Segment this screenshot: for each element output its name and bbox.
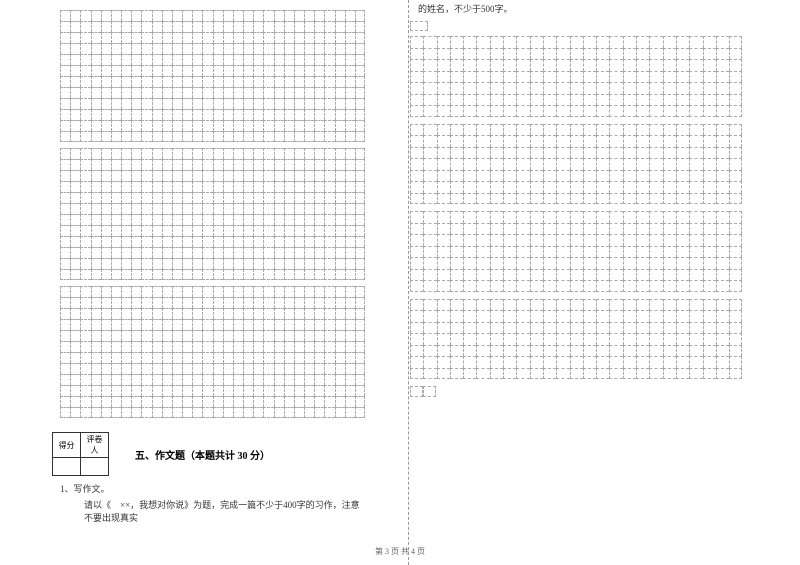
right-column: 的姓名，不少于500字。	[365, 0, 765, 565]
page-footer: 第 3 页 共 4 页	[0, 546, 800, 557]
grid-block	[410, 211, 765, 292]
tail-cell	[423, 386, 436, 397]
tail-row	[410, 386, 765, 397]
header-small-boxes	[410, 21, 765, 31]
page-container: 得分 评卷人 五、作文题（本题共计 30 分） 1、写作文。 请以《 ××，我想…	[0, 0, 800, 565]
grader-label: 评卷人	[81, 433, 109, 458]
grid-block	[60, 10, 365, 142]
right-writing-grids	[410, 36, 765, 379]
left-column: 得分 评卷人 五、作文题（本题共计 30 分） 1、写作文。 请以《 ××，我想…	[0, 0, 365, 565]
grid-block	[410, 36, 765, 117]
score-table: 得分 评卷人	[52, 432, 109, 476]
tail-cell	[410, 386, 423, 397]
question-number: 1、写作文。	[60, 482, 365, 495]
score-section: 得分 评卷人 五、作文题（本题共计 30 分）	[52, 432, 365, 476]
grader-cell[interactable]	[81, 458, 109, 476]
small-box	[410, 21, 428, 31]
grid-block	[410, 124, 765, 205]
grid-block	[60, 286, 365, 418]
header-note: 的姓名，不少于500字。	[418, 2, 765, 15]
score-label: 得分	[53, 433, 81, 458]
section-title: 五、作文题（本题共计 30 分）	[135, 447, 270, 462]
score-cell[interactable]	[53, 458, 81, 476]
grid-block	[60, 148, 365, 280]
left-writing-grids	[60, 10, 365, 418]
question-prompt: 请以《 ××，我想对你说》为题，完成一篇不少于400字的习作，注意不要出现真实	[84, 498, 365, 524]
grid-block	[410, 299, 765, 380]
